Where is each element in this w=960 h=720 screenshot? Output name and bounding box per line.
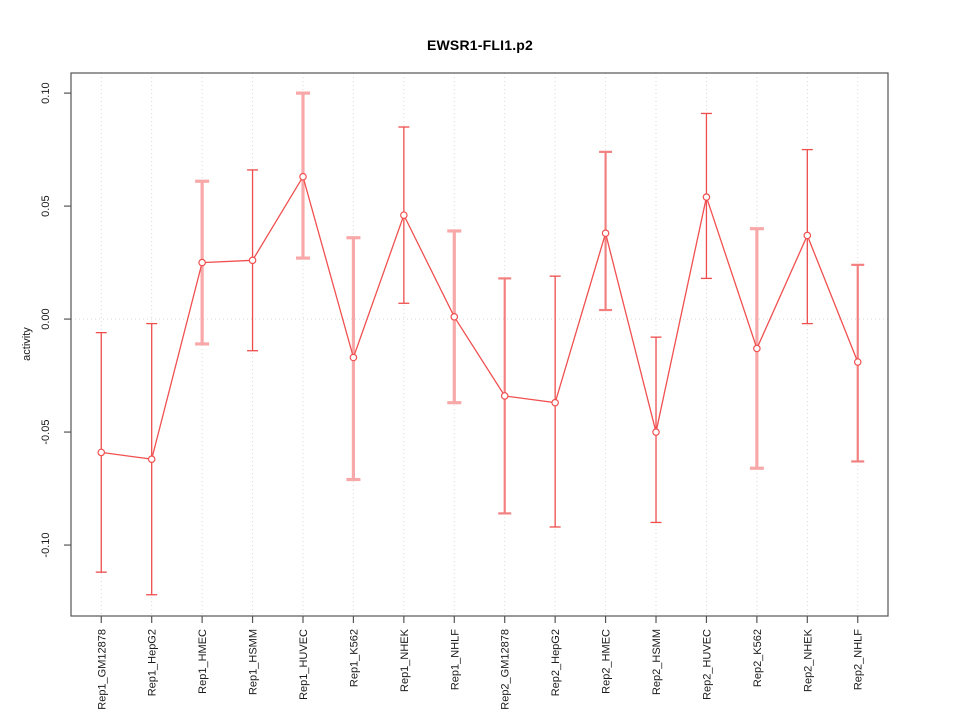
x-tick-label: Rep1_NHEK [399,628,411,692]
x-tick-label: Rep2_HMEC [601,629,613,694]
x-tick-label: Rep1_HepG2 [147,629,159,696]
x-tick-label: Rep1_GM12878 [96,629,108,710]
data-point [652,428,660,436]
data-point [400,211,408,219]
data-point [753,344,761,353]
x-tick-label: Rep2_GM12878 [500,629,512,710]
data-point [97,448,106,457]
data-point [500,392,509,400]
chart-title: EWSR1-FLI1.p2 [426,37,534,53]
x-tick-label: Rep2_NHLF [853,629,865,690]
y-tick-label: 0.10 [40,82,52,103]
data-point [803,231,812,240]
plot-root: 0.10 0.05 0.00 -0.05 -0.10 Rep1_GM12878 Rep1_H… [40,72,889,710]
series-line [101,175,859,460]
x-tick-label: Rep1_HSMM [248,629,260,695]
data-point [198,258,206,267]
data-point [551,398,559,407]
x-tick-label: Rep2_NHEK [802,628,814,692]
y-tick-label: -0.10 [40,533,52,558]
x-tick-label: Rep1_HUVEC [298,629,310,700]
x-tick-label: Rep1_K562 [348,629,360,687]
data-point [147,455,156,463]
data-point [853,358,862,366]
y-tick-label: -0.05 [40,420,52,445]
data-point [450,313,459,321]
y-tick-label: 0.05 [40,195,52,216]
x-tick-label: Rep1_NHLF [449,629,461,690]
x-tick-label: Rep1_HMEC [197,629,209,694]
data-point [299,172,307,181]
x-tick-label: Rep2_HepG2 [550,629,562,696]
y-axis-title: activity [21,327,33,361]
x-tick-label: Rep2_HUVEC [701,629,713,700]
data-point [702,193,711,201]
data-point [349,353,358,362]
x-tick-label: Rep2_HSMM [651,629,663,695]
data-point [248,256,257,265]
data-point [601,229,610,238]
x-tick-label: Rep2_K562 [752,629,764,687]
y-tick-label: 0.00 [40,308,52,329]
plot-border [70,72,889,617]
